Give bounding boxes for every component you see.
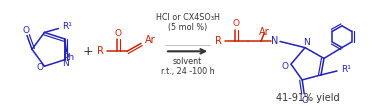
Text: O: O [23,26,29,35]
Text: O: O [115,29,121,38]
Text: (5 mol %): (5 mol %) [168,23,207,32]
Text: O: O [302,96,309,105]
Text: 41-91% yield: 41-91% yield [276,93,340,103]
Text: Ph: Ph [63,53,74,62]
Text: R¹: R¹ [62,22,72,31]
Text: R: R [215,36,222,46]
Text: Ar: Ar [145,36,155,45]
Text: O: O [37,63,44,72]
Text: R¹: R¹ [341,65,351,73]
Text: O: O [232,19,240,28]
Text: r.t., 24 -100 h: r.t., 24 -100 h [161,67,214,76]
Text: N: N [62,59,69,68]
Text: O: O [282,62,288,71]
Text: Ar: Ar [259,27,269,37]
Text: R: R [96,46,104,56]
Text: N: N [271,36,279,46]
Text: solvent: solvent [173,57,202,66]
Text: HCl or CX4SO₃H: HCl or CX4SO₃H [156,13,220,22]
Text: N: N [303,38,310,47]
Text: +: + [83,45,93,58]
